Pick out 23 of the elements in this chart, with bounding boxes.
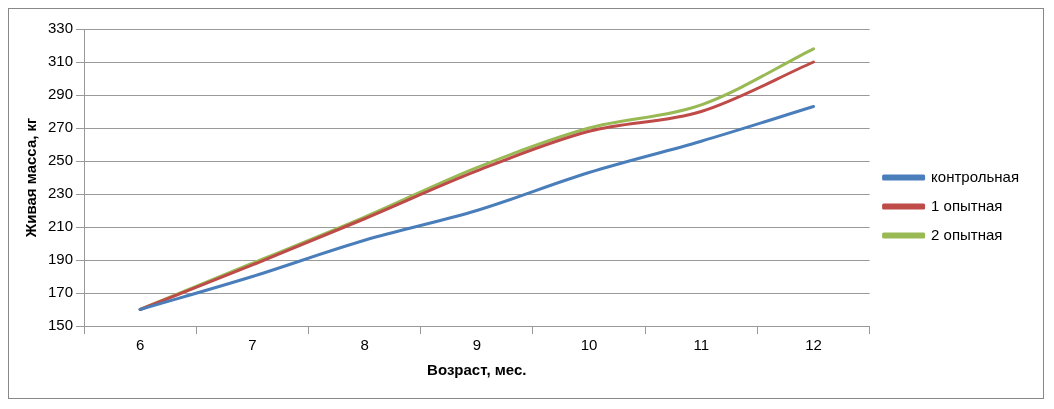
legend-label: 1 опытная bbox=[931, 196, 1003, 214]
y-tick-label: 290 bbox=[48, 85, 74, 103]
x-tick-label: 9 bbox=[472, 336, 481, 354]
x-tick-label: 12 bbox=[805, 336, 822, 354]
y-tick-label: 230 bbox=[48, 184, 74, 202]
y-tick-label: 250 bbox=[48, 151, 74, 169]
y-tick-label: 270 bbox=[48, 118, 74, 136]
y-tick-label: 310 bbox=[48, 52, 74, 70]
x-tick-label: 7 bbox=[248, 336, 257, 354]
y-tick-label: 190 bbox=[48, 250, 74, 268]
x-tick-label: 11 bbox=[693, 336, 710, 354]
y-tick-label: 150 bbox=[48, 316, 74, 334]
y-tick-label: 170 bbox=[48, 283, 74, 301]
y-tick-label: 330 bbox=[48, 19, 74, 37]
x-axis-title: Возраст, мес. bbox=[427, 361, 527, 379]
line-series bbox=[138, 105, 815, 311]
legend-label: 2 опытная bbox=[931, 225, 1003, 243]
x-tick-label: 10 bbox=[580, 336, 598, 354]
x-tick-label: 6 bbox=[135, 336, 145, 354]
x-tick-label: 8 bbox=[360, 336, 369, 354]
y-axis-title: Живая масса, кг bbox=[22, 117, 40, 239]
legend-label: контрольная bbox=[931, 167, 1020, 185]
y-tick-label: 210 bbox=[48, 217, 74, 235]
